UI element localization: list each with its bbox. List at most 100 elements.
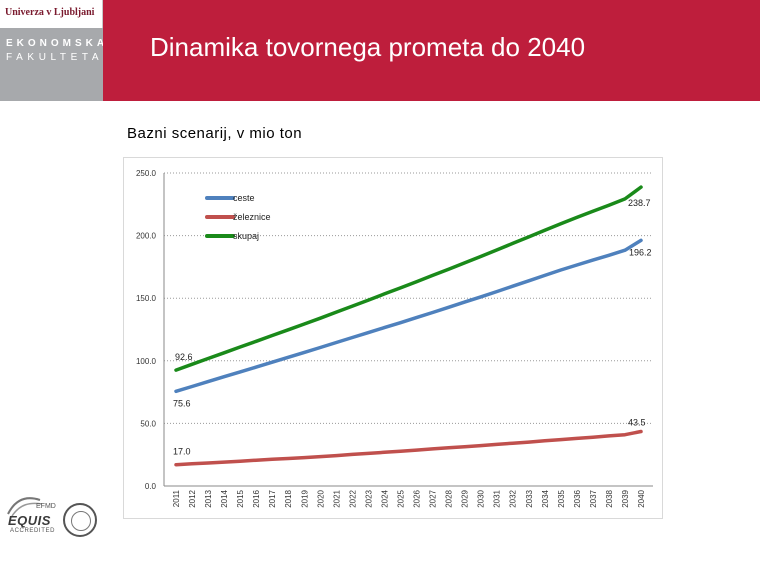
data-label-end: 196.2 [629, 247, 652, 257]
data-point [206, 380, 210, 383]
x-tick-label: 2027 [429, 489, 438, 507]
data-point [319, 317, 322, 320]
x-tick-label: 2023 [364, 489, 373, 507]
x-tick-label: 2017 [268, 489, 277, 507]
y-tick-label: 250.0 [136, 169, 157, 178]
data-point [271, 458, 274, 461]
y-tick-label: 150.0 [136, 294, 157, 303]
data-point [623, 433, 627, 436]
data-point [511, 242, 514, 245]
x-tick-label: 2020 [316, 489, 325, 507]
x-tick-label: 2024 [380, 489, 389, 507]
data-point [287, 356, 290, 359]
data-point [399, 286, 402, 290]
university-seal-icon [63, 503, 97, 537]
x-tick-label: 2016 [252, 489, 261, 507]
data-point [607, 254, 611, 257]
data-point [559, 268, 563, 272]
data-point [254, 340, 258, 343]
data-point [447, 306, 450, 309]
data-label-end: 43.5 [628, 418, 646, 428]
data-point [479, 255, 482, 258]
data-point [367, 452, 370, 455]
x-tick-label: 2025 [396, 489, 405, 507]
data-point [591, 210, 595, 213]
faculty-name-line1: EKONOMSKA [6, 38, 109, 49]
data-point [623, 197, 627, 201]
x-tick-label: 2034 [541, 489, 550, 507]
data-point [238, 345, 242, 349]
data-point [463, 261, 466, 265]
y-tick-label: 200.0 [136, 232, 157, 241]
data-point [399, 449, 402, 453]
data-label-start: 75.6 [173, 398, 191, 408]
x-tick-label: 2015 [236, 489, 245, 507]
x-tick-label: 2018 [284, 489, 293, 507]
data-point [238, 460, 242, 463]
data-point [431, 447, 434, 451]
series-line-skupaj [174, 185, 643, 372]
data-point [607, 203, 611, 207]
data-label-start: 92.6 [175, 352, 193, 362]
data-point [591, 435, 595, 439]
data-point [495, 443, 498, 446]
data-point [190, 462, 194, 466]
university-name: Univerza v Ljubljani [5, 7, 95, 18]
x-tick-label: 2031 [493, 489, 502, 507]
equis-label: EQUIS [8, 513, 51, 528]
legend-label-ceste: ceste [233, 193, 255, 203]
legend-label-železnice: železnice [233, 212, 271, 222]
data-point [415, 316, 418, 319]
data-point [463, 300, 466, 304]
data-point [415, 280, 418, 283]
data-point [190, 363, 194, 366]
data-point [575, 216, 579, 219]
x-tick-label: 2030 [477, 489, 486, 507]
chart-container: 0.0 50.0 100.0 150.0 200.0 250.0 2011 2012 2013 2… [123, 157, 663, 519]
data-point [591, 258, 595, 262]
data-point [527, 235, 530, 239]
data-point [607, 434, 611, 438]
data-point [639, 430, 643, 433]
data-point [222, 351, 226, 354]
data-point [495, 248, 498, 252]
data-point [335, 454, 338, 457]
data-point [383, 292, 386, 296]
x-tick-label: 2019 [300, 489, 309, 507]
data-label-end: 238.7 [628, 198, 651, 208]
chart-subtitle: Bazni scenarij, v mio ton [127, 125, 303, 142]
x-tick-label: 2033 [525, 489, 534, 507]
data-point [623, 249, 627, 252]
data-point [367, 298, 370, 302]
data-point [639, 185, 643, 189]
data-point [351, 304, 354, 308]
data-point [431, 311, 434, 314]
university-logo: Univerza v Ljubljani [0, 0, 103, 28]
data-point [479, 295, 482, 299]
data-point [319, 455, 322, 458]
data-point [559, 438, 563, 441]
data-point [431, 274, 434, 277]
series-line-ceste [174, 238, 643, 394]
faculty-logo: Univerza v Ljubljani EKONOMSKA FAKULTETA [0, 0, 104, 101]
x-tick-label: 2011 [172, 489, 181, 507]
y-tick-label: 0.0 [145, 482, 157, 491]
faculty-name-line2: FAKULTETA [6, 52, 104, 63]
x-tick-label: 2014 [220, 489, 229, 507]
data-point [303, 456, 306, 459]
x-tick-label: 2038 [605, 489, 614, 507]
x-tick-label: 2012 [188, 489, 197, 507]
x-tick-label: 2040 [637, 489, 646, 507]
data-point [335, 341, 338, 344]
data-point [303, 322, 306, 326]
data-point [335, 310, 338, 314]
data-point [238, 370, 242, 374]
data-point [447, 267, 450, 271]
data-point [527, 279, 530, 282]
data-point [447, 446, 450, 450]
y-tick-label: 50.0 [140, 419, 156, 428]
data-point [495, 290, 498, 293]
data-point [174, 390, 178, 393]
x-tick-label: 2013 [204, 489, 213, 507]
data-point [287, 457, 290, 460]
